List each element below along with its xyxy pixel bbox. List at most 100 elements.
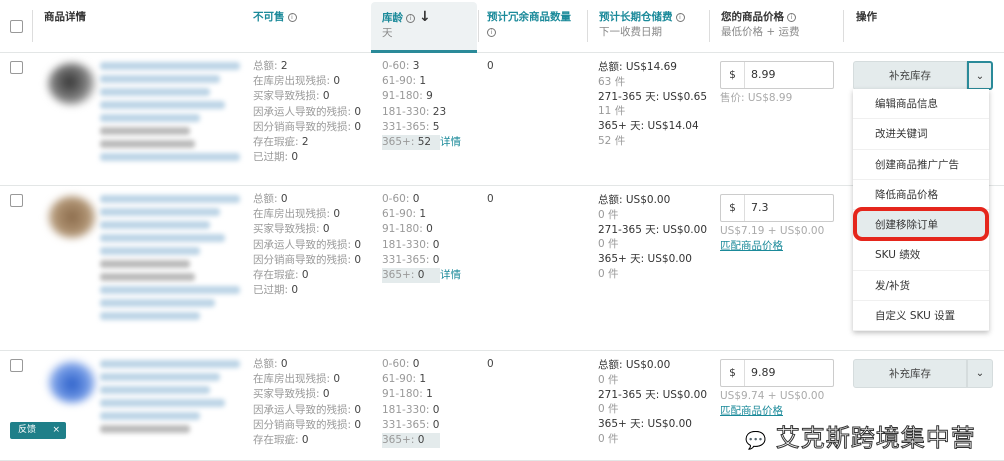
info-icon[interactable]: i [787,13,796,22]
highlight-annotation [853,207,989,241]
header-your-price: 您的商品价格 i 最低价格 + 运费 [721,10,799,40]
menu-item[interactable]: 发/补货 [853,271,989,302]
age-bucket: 0-60: 0 [382,193,420,205]
row-checkbox[interactable] [10,359,23,372]
fee-units: 0 件 [598,208,619,221]
chevron-down-icon[interactable]: ⌄ [967,359,993,388]
fee-amount: 总额: US$0.00 [598,194,671,206]
product-image[interactable] [48,361,96,403]
match-price-link[interactable]: 匹配商品价格 [720,240,783,252]
details-link[interactable]: 详情 [440,136,461,149]
price-input[interactable]: 9.89 [751,366,776,379]
replenish-inventory-button[interactable]: 补充库存 [853,359,967,388]
price-note-text: US$9.74 + US$0.00 [720,390,825,402]
product-image[interactable] [48,63,96,105]
match-price-link[interactable]: 匹配商品价格 [720,405,783,417]
currency-symbol: $ [721,195,745,221]
menu-item[interactable]: 降低商品价格 [853,180,989,211]
divider [709,10,710,42]
age-bucket: 0-60: 3 [382,60,420,72]
table-row: 总额: 2 在库房出现残损: 0 买家导致残损: 0 因承运人导致的残损: 0 因分销商… [0,53,1004,186]
unsellable-item: 因分销商导致的残损: 0 [253,120,362,133]
header-product-details: 商品详情 [44,11,86,23]
details-link[interactable]: 详情 [440,269,461,282]
unsellable-item: 因承运人导致的残损: 0 [253,403,362,416]
header-unsellable[interactable]: 不可售 i [253,10,297,25]
chevron-down-icon[interactable]: ⌄ [967,61,993,90]
product-image[interactable] [48,196,96,238]
product-title-blurred[interactable] [100,355,245,438]
select-all-checkbox[interactable] [10,20,23,33]
fee-units: 52 件 [598,134,626,147]
price-note: US$7.19 + US$0.00 匹配商品价格 [720,224,824,254]
row-checkbox[interactable] [10,61,23,74]
unsellable-breakdown: 总额: 0 在库房出现残损: 0 买家导致残损: 0 因承运人导致的残损: 0 因分销商… [253,192,361,298]
header-excess-units[interactable]: 预计冗余商品数量 i [487,10,571,40]
fee-amount: 总额: US$0.00 [598,359,671,371]
unsellable-item: 总额: 0 [253,193,288,205]
age-bucket: 181-330: 0 [382,403,440,416]
menu-item[interactable]: 创建商品推广广告 [853,150,989,180]
info-icon[interactable]: i [406,14,415,23]
menu-item[interactable]: SKU 绩效 [853,240,989,271]
excess-units-value: 0 [487,358,494,370]
price-input[interactable]: 8.99 [751,68,776,81]
fee-units: 0 件 [598,373,619,386]
unsellable-item: 存在瑕疵: 0 [253,269,309,282]
info-icon[interactable]: i [487,28,496,37]
table-row: 总额: 0 在库房出现残损: 0 买家导致残损: 0 因承运人导致的残损: 0 因分销商… [0,351,1004,461]
menu-item[interactable]: 改进关键词 [853,119,989,150]
product-title-blurred[interactable] [100,190,245,325]
feedback-label: 反馈 [18,425,37,435]
unsellable-item: 因分销商导致的残损: 0 [253,418,362,431]
age-bucket: 365+: 52 [382,135,440,151]
age-bucket: 91-180: 1 [382,388,433,401]
info-icon[interactable]: i [287,13,297,22]
price-note-text: US$7.19 + US$0.00 [720,225,825,237]
unsellable-item: 因分销商导致的残损: 0 [253,253,362,266]
inventory-age-breakdown: 0-60: 0 61-90: 1 91-180: 0 181-330: 0 331-36… [382,192,461,284]
row-checkbox[interactable] [10,194,23,207]
unsellable-breakdown: 总额: 0 在库房出现残损: 0 买家导致残损: 0 因承运人导致的残损: 0 因分销商… [253,357,361,448]
fee-units: 0 件 [598,432,619,445]
price-input-group: $9.89 [720,359,834,387]
unsellable-item: 存在瑕疵: 2 [253,136,309,149]
header-actions: 操作 [856,11,877,23]
menu-item[interactable]: 自定义 SKU 设置 [853,301,989,332]
age-bucket: 61-90: 1 [382,208,427,221]
arrow-down-icon[interactable]: ↓ [419,9,431,25]
age-bucket: 331-365: 0 [382,253,440,266]
inventory-age-breakdown: 0-60: 0 61-90: 1 91-180: 1 181-330: 0 331-36… [382,357,440,449]
header-label: 不可售 [253,11,285,23]
menu-item[interactable]: 编辑商品信息 [853,89,989,120]
price-note: 售价: US$8.99 [720,91,792,106]
unsellable-item: 已过期: 0 [253,151,299,164]
fee-units: 63 件 [598,75,626,88]
fee-amount: 365+ 天: US$14.04 [598,120,699,133]
unsellable-item: 买家导致残损: 0 [253,223,330,236]
fee-units: 11 件 [598,105,626,118]
fee-amount: 271-365 天: US$0.00 [598,388,707,401]
header-inventory-age[interactable]: 库龄 i ↓ 天 [382,10,431,41]
unsellable-item: 因承运人导致的残损: 0 [253,105,362,118]
header-storage-fee[interactable]: 预计长期仓储费 i 下一收费日期 [599,10,685,40]
age-bucket: 365+: 0 [382,268,440,284]
price-input[interactable]: 7.3 [751,201,769,214]
product-title-blurred[interactable] [100,57,245,166]
info-icon[interactable]: i [675,13,685,22]
close-icon[interactable]: × [52,425,60,435]
unsellable-item: 因承运人导致的残损: 0 [253,238,362,251]
header-label: 库龄 [382,12,403,24]
watermark: 💬 艾克斯跨境集中营 [745,424,976,453]
age-bucket: 181-330: 23 [382,105,447,118]
unsellable-breakdown: 总额: 2 在库房出现残损: 0 买家导致残损: 0 因承运人导致的残损: 0 因分销商… [253,59,361,165]
feedback-button[interactable]: 反馈 × [10,422,66,439]
price-note-text: 售价: US$8.99 [720,92,793,104]
header-label: 预计长期仓储费 [599,11,673,23]
sorted-column-highlight [371,2,477,53]
divider [32,10,33,42]
age-bucket: 61-90: 1 [382,373,427,386]
excess-units-value: 0 [487,193,494,205]
storage-fee-breakdown: 总额: US$14.69 63 件 271-365 天: US$0.65 11 件 36… [598,60,707,149]
replenish-inventory-button[interactable]: 补充库存 [853,61,967,90]
